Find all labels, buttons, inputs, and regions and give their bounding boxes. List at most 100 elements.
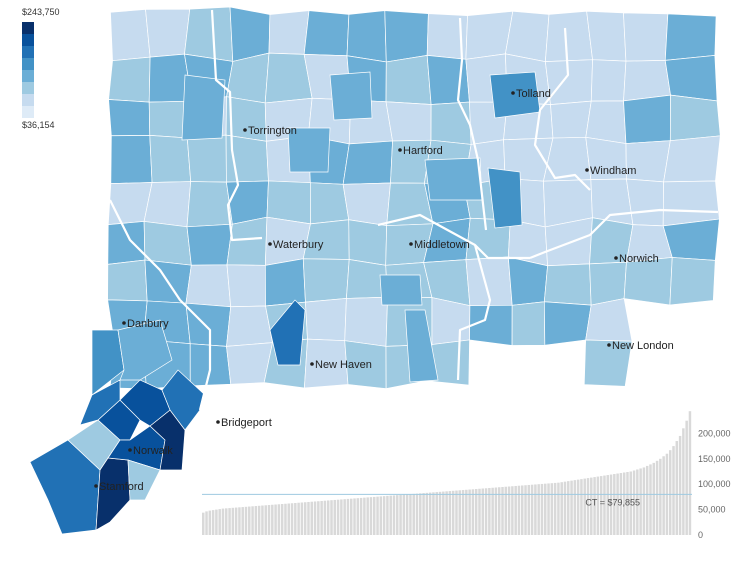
inset-bar (662, 456, 665, 535)
town-polygon[interactable] (544, 10, 593, 63)
town-polygon[interactable] (348, 219, 388, 266)
inset-bar (326, 500, 330, 535)
town-polygon[interactable] (404, 309, 439, 383)
town-polygon[interactable] (430, 101, 472, 145)
town-polygon[interactable] (185, 302, 232, 347)
town-polygon[interactable] (305, 298, 347, 342)
town-polygon[interactable] (424, 157, 483, 201)
town-polygon[interactable] (662, 180, 720, 227)
town-polygon[interactable] (117, 319, 173, 381)
town-polygon[interactable] (431, 297, 471, 345)
town-polygon[interactable] (342, 182, 391, 227)
town-polygon[interactable] (303, 10, 350, 57)
town-polygon[interactable] (583, 339, 633, 387)
town-polygon[interactable] (384, 10, 429, 63)
town-polygon[interactable] (623, 94, 671, 144)
inset-bar (432, 492, 435, 535)
town-polygon[interactable] (543, 263, 592, 306)
city-labels: Torrington Tolland Hartford Windham Waterbur… (94, 88, 674, 493)
town-polygon[interactable] (342, 140, 393, 185)
town-polygon[interactable] (110, 9, 151, 62)
town-polygon[interactable] (662, 218, 720, 261)
town-polygon[interactable] (269, 299, 306, 366)
town-polygon[interactable] (110, 135, 153, 184)
inset-bar (396, 495, 399, 535)
town-polygon[interactable] (108, 56, 151, 103)
town-polygon[interactable] (145, 8, 191, 58)
town-polygon[interactable] (329, 71, 373, 121)
town-polygon[interactable] (550, 100, 592, 139)
town-polygon[interactable] (107, 259, 148, 302)
inset-bar-chart: 0 50,000 100,000 150,000 200,000 CT = $79,85… (202, 411, 731, 540)
town-polygon[interactable] (186, 134, 227, 183)
town-polygon[interactable] (507, 256, 548, 306)
inset-bar (619, 473, 623, 535)
town-polygon[interactable] (95, 457, 131, 531)
town-polygon[interactable] (623, 60, 671, 102)
legend-swatch (22, 94, 34, 106)
town-polygon[interactable] (108, 99, 151, 137)
town-polygon[interactable] (226, 264, 266, 308)
county-boundary-litchfield-hartford (210, 9, 263, 242)
town-polygon[interactable] (543, 301, 592, 346)
town-polygon[interactable] (487, 167, 523, 229)
town-polygon[interactable] (185, 264, 232, 308)
town-polygon[interactable] (184, 6, 234, 62)
town-polygon[interactable] (664, 55, 718, 102)
town-polygon[interactable] (287, 127, 331, 173)
state-reference-line: CT = $79,855 (202, 493, 692, 507)
town-polygon[interactable] (504, 10, 550, 63)
town-polygon[interactable] (544, 59, 593, 105)
city-dot (409, 242, 413, 246)
town-polygon[interactable] (107, 221, 146, 265)
town-polygon[interactable] (143, 181, 192, 228)
town-polygon[interactable] (379, 274, 423, 306)
town-polygon[interactable] (186, 181, 233, 228)
inset-bar (616, 473, 619, 535)
town-polygon[interactable] (266, 180, 311, 225)
town-polygon[interactable] (127, 459, 161, 501)
town-polygon[interactable] (385, 101, 432, 142)
town-polygon[interactable] (346, 10, 387, 63)
town-polygon[interactable] (589, 261, 627, 306)
town-polygon[interactable] (186, 223, 233, 266)
town-polygon[interactable] (143, 221, 192, 266)
town-polygon[interactable] (149, 135, 192, 183)
inset-bar (478, 488, 481, 535)
town-polygon[interactable] (585, 100, 627, 144)
city-dot (94, 484, 98, 488)
town-polygon[interactable] (229, 6, 271, 62)
city-label: New Haven (315, 359, 372, 371)
town-polygon[interactable] (268, 10, 310, 55)
inset-bar (415, 493, 419, 535)
town-polygon[interactable] (669, 94, 721, 142)
town-polygon[interactable] (226, 305, 273, 347)
town-polygon[interactable] (79, 379, 121, 426)
town-polygon[interactable] (586, 10, 627, 62)
town-polygon[interactable] (511, 301, 546, 346)
town-polygon[interactable] (669, 257, 716, 306)
inset-bar (507, 486, 511, 535)
town-polygon[interactable] (590, 178, 634, 226)
town-polygon[interactable] (226, 180, 269, 225)
inset-bar (461, 490, 465, 535)
inset-bar (363, 497, 366, 535)
town-polygon[interactable] (226, 216, 268, 266)
town-polygon[interactable] (590, 59, 627, 102)
town-polygon[interactable] (664, 13, 717, 61)
town-polygon[interactable] (426, 54, 470, 105)
town-polygon[interactable] (344, 296, 388, 347)
town-polygon[interactable] (623, 12, 669, 62)
town-polygon[interactable] (385, 54, 432, 105)
town-polygon[interactable] (264, 258, 306, 307)
town-polygon[interactable] (625, 178, 664, 227)
legend-swatch (22, 70, 34, 82)
town-polygon[interactable] (469, 304, 513, 346)
town-polygon[interactable] (181, 74, 226, 141)
town-polygon[interactable] (302, 258, 350, 303)
town-polygon[interactable] (663, 135, 721, 183)
city-label: Norwalk (133, 445, 173, 457)
inset-bar (228, 508, 231, 535)
town-polygon[interactable] (585, 298, 633, 342)
town-polygon[interactable] (310, 182, 350, 225)
